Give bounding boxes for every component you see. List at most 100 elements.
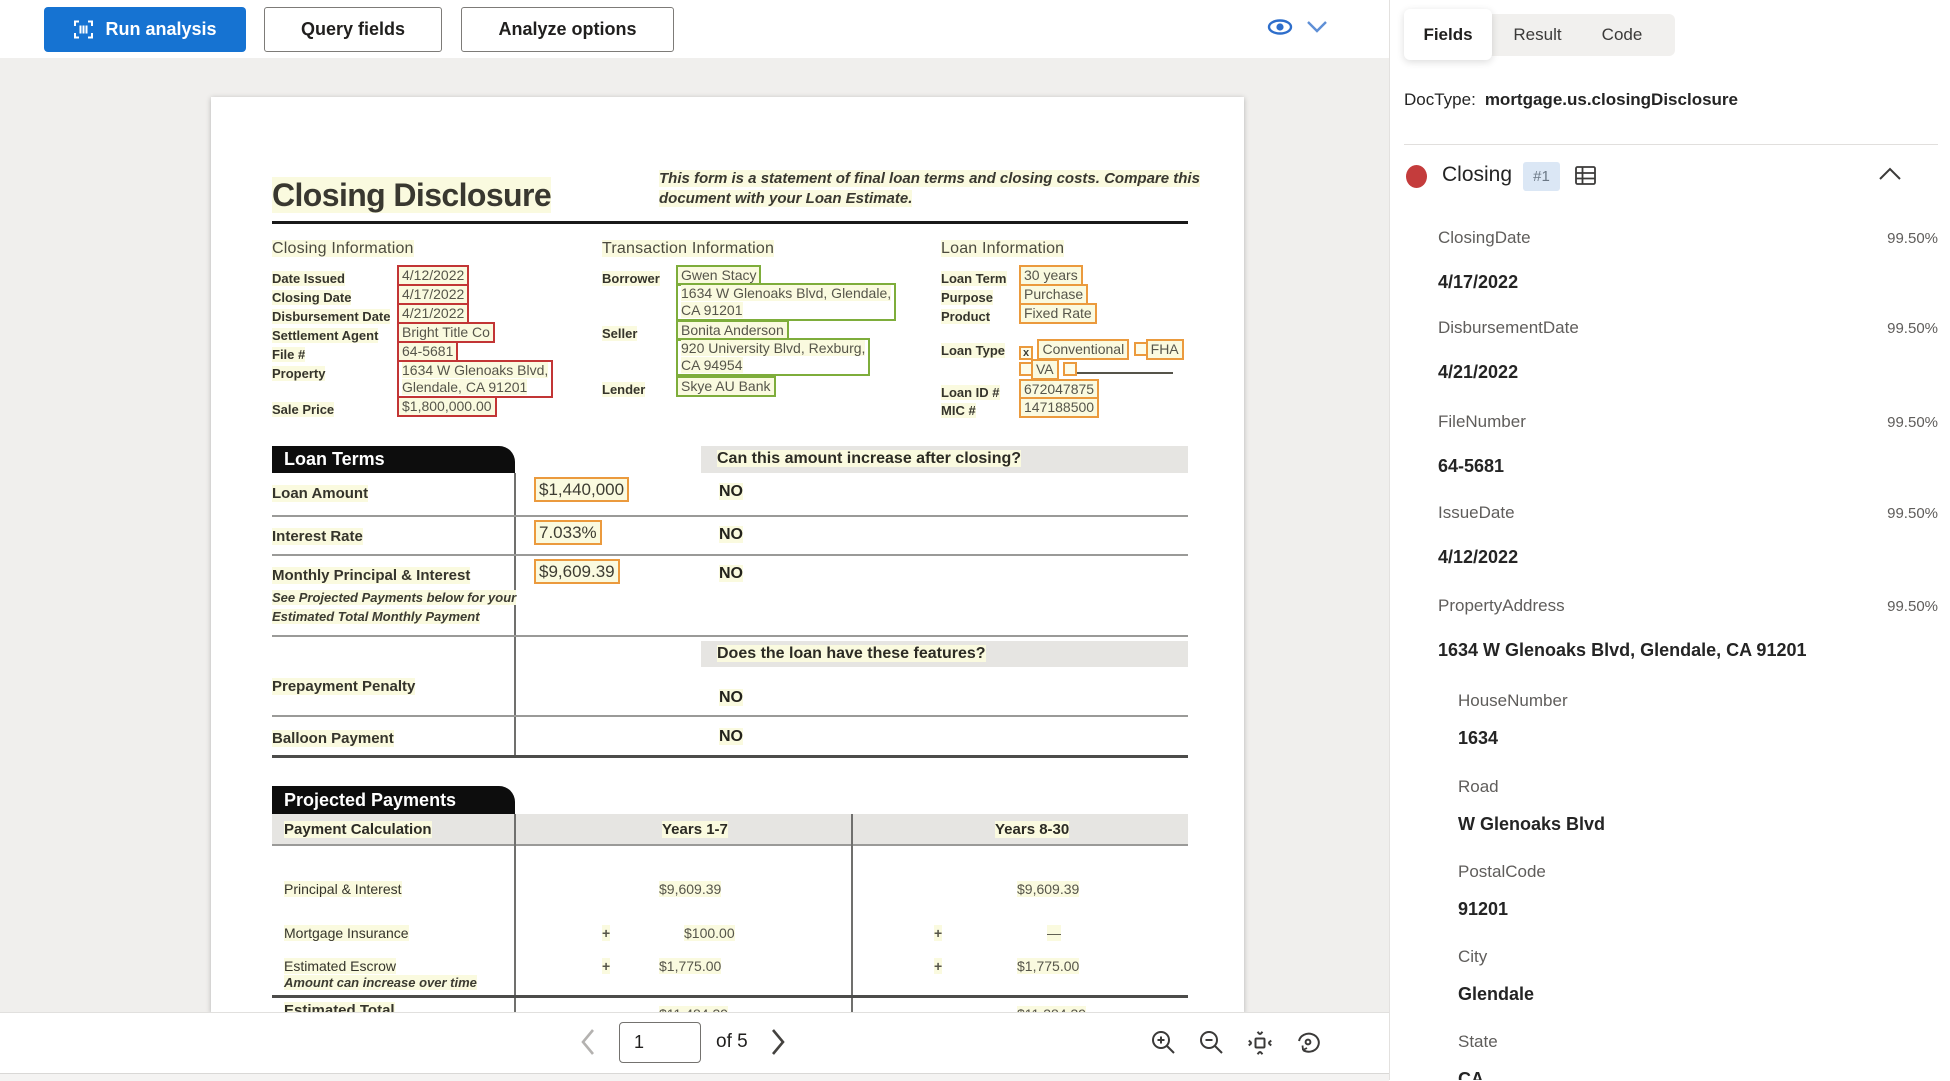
instance-badge[interactable]: #1 xyxy=(1523,162,1560,191)
field-region-sale-price[interactable]: $1,800,000.00 xyxy=(397,396,497,417)
cell-value: — xyxy=(1047,925,1061,941)
doctype-label: DocType: xyxy=(1404,90,1476,109)
field-region-interest-rate[interactable]: 7.033% xyxy=(534,520,602,545)
field-region-seller-address[interactable]: 920 University Blvd, Rexburg, CA 94954 xyxy=(676,338,871,376)
tab-result[interactable]: Result xyxy=(1513,25,1562,44)
doc-label: Loan Type xyxy=(941,343,1006,358)
cell-value: $9,609.39 xyxy=(1017,881,1080,897)
cell-value: $1,775.00 xyxy=(659,958,722,974)
doc-label: Interest Rate xyxy=(272,528,363,545)
viewer-bottom-bar: of 5 xyxy=(0,1012,1389,1081)
field-region-loan-term[interactable]: 30 years xyxy=(1019,265,1083,286)
checkbox-other xyxy=(1063,362,1078,376)
loan-terms-section-bar: Loan Terms xyxy=(272,446,515,473)
doc-label: Seller xyxy=(602,326,638,341)
run-analysis-button[interactable]: Run analysis xyxy=(44,7,246,52)
field-region-loan-type[interactable]: x Conventional FHA xyxy=(1019,339,1184,360)
tab-code[interactable]: Code xyxy=(1601,25,1643,44)
cell-value: $11,384.39 xyxy=(1017,1006,1087,1012)
cell-value: $11,484.39 xyxy=(659,1006,729,1012)
plus-sign: + xyxy=(934,925,943,941)
query-fields-button[interactable]: Query fields xyxy=(264,7,442,52)
collapse-chevron-up-icon[interactable] xyxy=(1878,166,1902,181)
doc-label: Property xyxy=(272,366,326,381)
doc-label: Loan ID # xyxy=(941,385,1000,400)
field-region-loan-type-line2[interactable]: VA xyxy=(1019,359,1174,380)
pan-tool-icon[interactable] xyxy=(1243,1026,1277,1060)
run-analysis-label: Run analysis xyxy=(105,19,217,39)
row-separator xyxy=(272,554,1188,556)
field-region-issue-date[interactable]: 4/12/2022 xyxy=(397,265,470,286)
table-divider xyxy=(514,814,516,1012)
field-color-dot xyxy=(1406,165,1427,188)
doctype-value: mortgage.us.closingDisclosure xyxy=(1484,90,1738,109)
scan-icon xyxy=(73,20,94,39)
document-page: Closing Disclosure This form is a statem… xyxy=(211,97,1244,1012)
doctype-row: DocType: mortgage.us.closingDisclosure xyxy=(1404,90,1738,110)
doc-label: File # xyxy=(272,347,306,362)
answer-text: NO xyxy=(719,689,743,706)
doc-label: Loan Amount xyxy=(272,485,369,502)
chevron-down-icon[interactable] xyxy=(1306,20,1328,34)
projected-payments-section-bar: Projected Payments xyxy=(272,786,515,814)
field-region-loan-id[interactable]: 672047875 xyxy=(1019,379,1100,400)
section-separator xyxy=(272,755,1188,758)
field-region-property-address[interactable]: 1634 W Glenoaks Blvd, Glendale, CA 91201 xyxy=(397,360,554,398)
doc-label: Monthly Principal & Interest xyxy=(272,567,471,584)
answer-text: NO xyxy=(719,483,743,500)
field-region-purpose[interactable]: Purchase xyxy=(1019,284,1089,305)
doc-label: Estimated Escrow xyxy=(284,958,397,974)
checkbox-conventional: x xyxy=(1019,346,1033,360)
doc-label: Settlement Agent xyxy=(272,328,379,343)
zoom-out-icon[interactable] xyxy=(1194,1026,1228,1060)
table-view-icon[interactable] xyxy=(1573,163,1598,188)
title-rule xyxy=(272,221,1188,224)
doc-note: This form is a statement of final loan t… xyxy=(659,170,1200,207)
field-region-file-number[interactable]: 64-5681 xyxy=(397,341,459,362)
field-region-monthly-pi[interactable]: $9,609.39 xyxy=(534,559,620,584)
document-viewer: Closing Disclosure This form is a statem… xyxy=(0,58,1389,1012)
doc-label: Mortgage Insurance xyxy=(284,925,409,941)
field-region-lender-name[interactable]: Skye AU Bank xyxy=(676,376,776,397)
cell-value: $100.00 xyxy=(684,925,735,941)
confidence-value: 99.50% xyxy=(1887,320,1938,337)
field-region-loan-amount[interactable]: $1,440,000 xyxy=(534,477,630,502)
doc-label: Principal & Interest xyxy=(284,881,402,897)
tab-fields[interactable]: Fields xyxy=(1404,9,1492,60)
field-region-borrower-name[interactable]: Gwen Stacy xyxy=(676,265,762,286)
page-number-input[interactable] xyxy=(619,1022,701,1063)
page-total-label: of 5 xyxy=(716,1031,748,1052)
row-separator xyxy=(272,715,1188,717)
visibility-eye-icon[interactable] xyxy=(1266,16,1294,38)
answer-text: NO xyxy=(719,526,743,543)
plus-sign: + xyxy=(934,958,943,974)
field-region-product[interactable]: Fixed Rate xyxy=(1019,303,1097,324)
doc-note-small: Estimated Total Monthly Payment xyxy=(272,609,480,624)
section-separator xyxy=(272,995,1188,998)
table-divider xyxy=(851,814,853,1012)
zoom-in-icon[interactable] xyxy=(1146,1026,1180,1060)
transaction-info-header: Transaction Information xyxy=(602,240,775,257)
panel-divider xyxy=(1404,144,1938,145)
doc-note-small: Amount can increase over time xyxy=(284,975,477,990)
field-region-seller-name[interactable]: Bonita Anderson xyxy=(676,320,789,341)
field-region-settlement-agent[interactable]: Bright Title Co xyxy=(397,322,495,343)
projected-header-row: Payment Calculation Years 1-7 Years 8-30 xyxy=(272,814,1188,846)
field-region-mic[interactable]: 147188500 xyxy=(1019,397,1100,418)
doc-label: Product xyxy=(941,309,991,324)
closing-info-header: Closing Information xyxy=(272,240,414,257)
closing-group-header[interactable]: Closing #1 xyxy=(1390,158,1950,198)
field-region-disbursement-date[interactable]: 4/21/2022 xyxy=(397,303,470,324)
analyze-options-button[interactable]: Analyze options xyxy=(461,7,674,52)
confidence-value: 99.50% xyxy=(1887,505,1938,522)
doc-note-small: See Projected Payments below for your xyxy=(272,590,517,605)
next-page-icon[interactable] xyxy=(768,1027,788,1057)
doc-label: Sale Price xyxy=(272,402,335,417)
field-region-closing-date[interactable]: 4/17/2022 xyxy=(397,284,470,305)
previous-page-icon[interactable] xyxy=(578,1027,598,1057)
doc-label: MIC # xyxy=(941,403,976,418)
field-region-borrower-address[interactable]: 1634 W Glenoaks Blvd, Glendale, CA 91201 xyxy=(676,283,897,321)
row-separator xyxy=(272,515,1188,517)
rotate-icon[interactable] xyxy=(1291,1026,1325,1060)
group-name: Closing xyxy=(1442,163,1513,186)
